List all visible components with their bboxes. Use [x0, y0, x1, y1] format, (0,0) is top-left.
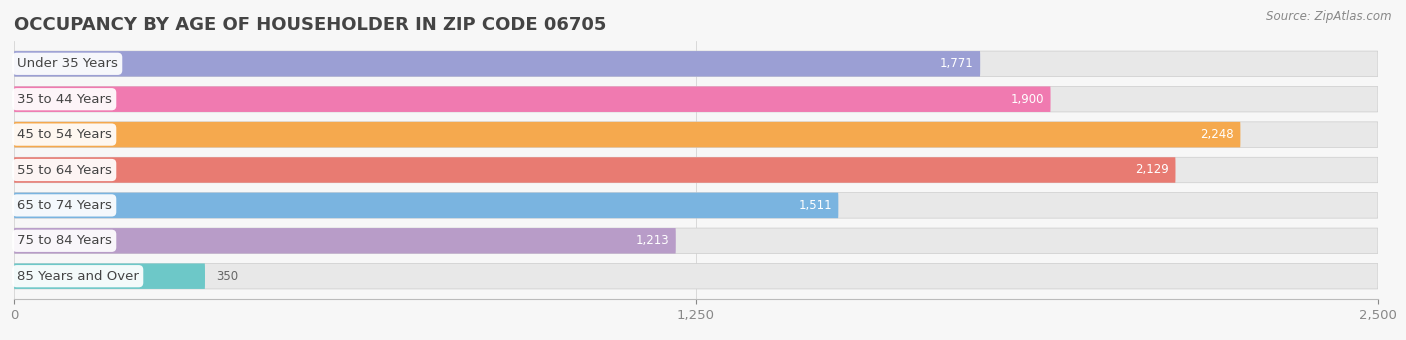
Text: 1,213: 1,213 — [636, 234, 669, 247]
FancyBboxPatch shape — [14, 51, 1378, 76]
FancyBboxPatch shape — [14, 193, 1378, 218]
Text: OCCUPANCY BY AGE OF HOUSEHOLDER IN ZIP CODE 06705: OCCUPANCY BY AGE OF HOUSEHOLDER IN ZIP C… — [14, 16, 606, 34]
Text: 85 Years and Over: 85 Years and Over — [17, 270, 139, 283]
Text: 45 to 54 Years: 45 to 54 Years — [17, 128, 111, 141]
FancyBboxPatch shape — [14, 86, 1378, 112]
Text: 35 to 44 Years: 35 to 44 Years — [17, 93, 111, 106]
FancyBboxPatch shape — [14, 228, 1378, 254]
FancyBboxPatch shape — [14, 86, 1050, 112]
FancyBboxPatch shape — [14, 51, 980, 76]
Text: 1,900: 1,900 — [1011, 93, 1045, 106]
Text: 65 to 74 Years: 65 to 74 Years — [17, 199, 111, 212]
Text: 2,129: 2,129 — [1135, 164, 1168, 176]
Text: 1,771: 1,771 — [939, 57, 973, 70]
FancyBboxPatch shape — [14, 122, 1240, 147]
FancyBboxPatch shape — [14, 228, 676, 254]
Text: Source: ZipAtlas.com: Source: ZipAtlas.com — [1267, 10, 1392, 23]
Text: Under 35 Years: Under 35 Years — [17, 57, 118, 70]
FancyBboxPatch shape — [14, 264, 205, 289]
Text: 350: 350 — [217, 270, 238, 283]
Text: 55 to 64 Years: 55 to 64 Years — [17, 164, 111, 176]
Text: 75 to 84 Years: 75 to 84 Years — [17, 234, 111, 247]
FancyBboxPatch shape — [14, 264, 1378, 289]
Text: 2,248: 2,248 — [1201, 128, 1234, 141]
FancyBboxPatch shape — [14, 193, 838, 218]
FancyBboxPatch shape — [14, 157, 1175, 183]
Text: 1,511: 1,511 — [799, 199, 832, 212]
FancyBboxPatch shape — [14, 122, 1378, 147]
FancyBboxPatch shape — [14, 157, 1378, 183]
